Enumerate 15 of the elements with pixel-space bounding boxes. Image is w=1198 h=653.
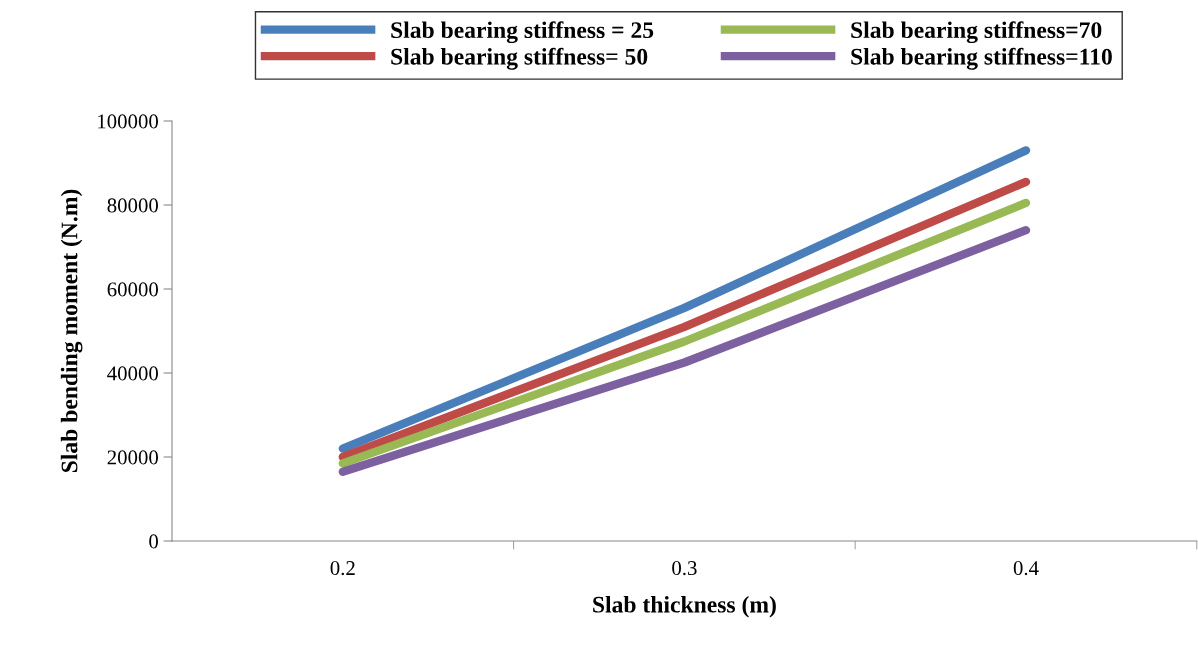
y-tick-label: 0 bbox=[149, 534, 159, 549]
y-tick-label: 40000 bbox=[107, 366, 159, 381]
x-tick-label: 0.3 bbox=[672, 561, 697, 576]
x-axis-title: Slab thickness (m) bbox=[593, 596, 776, 618]
y-tick-label: 20000 bbox=[107, 450, 159, 465]
y-tick-label: 100000 bbox=[98, 114, 159, 129]
legend-label: Slab bearing stiffness=70 bbox=[851, 21, 1102, 44]
legend-label: Slab bearing stiffness=110 bbox=[851, 47, 1112, 70]
y-tick-label: 80000 bbox=[107, 198, 159, 213]
y-axis-title: Slab bending moment (N.m) bbox=[60, 189, 83, 473]
legend-label: Slab bearing stiffness= 50 bbox=[391, 47, 648, 70]
y-tick-label: 60000 bbox=[107, 282, 159, 297]
x-tick-label: 0.4 bbox=[1013, 561, 1039, 576]
x-tick-label: 0.2 bbox=[330, 561, 355, 576]
legend-label: Slab bearing stiffness = 25 bbox=[391, 21, 654, 44]
